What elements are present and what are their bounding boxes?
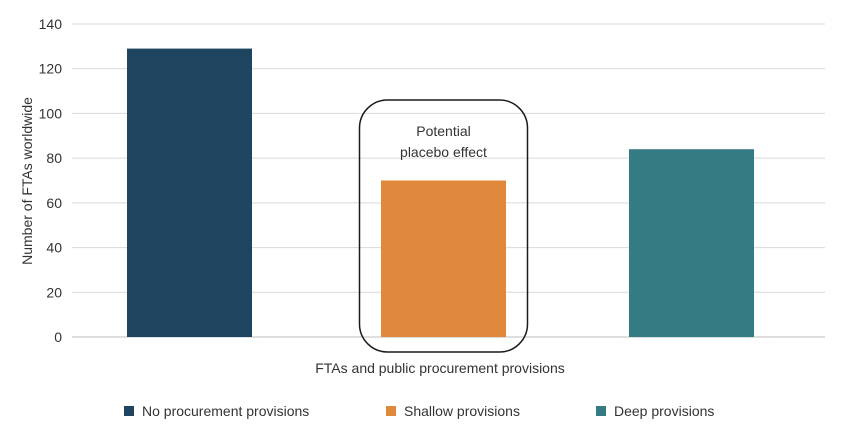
legend-swatch-shallow xyxy=(386,406,396,416)
y-tick-label: 80 xyxy=(46,150,62,166)
y-tick-labels: 0 20 40 60 80 100 120 140 xyxy=(39,16,63,345)
y-tick-label: 120 xyxy=(39,61,63,77)
legend-label-no-procurement: No procurement provisions xyxy=(142,403,310,419)
legend-item-shallow: Shallow provisions xyxy=(386,403,520,419)
legend-item-no-procurement: No procurement provisions xyxy=(124,403,309,419)
annotation-text-line-1: Potential xyxy=(416,123,470,139)
legend-swatch-deep xyxy=(596,406,606,416)
y-tick-label: 140 xyxy=(39,16,63,32)
annotation-box xyxy=(358,99,529,353)
bar-chart: 0 20 40 60 80 100 120 140 Potential placebo eff… xyxy=(19,16,825,376)
legend-label-deep: Deep provisions xyxy=(614,403,715,419)
y-tick-label: 60 xyxy=(46,195,62,211)
y-tick-label: 0 xyxy=(54,329,62,345)
y-tick-label: 20 xyxy=(46,284,62,300)
x-axis-title: FTAs and public procurement provisions xyxy=(315,360,565,376)
legend-swatch-no-procurement xyxy=(124,406,134,416)
annotation-text-line-2: placebo effect xyxy=(400,144,487,160)
y-axis-title: Number of FTAs worldwide xyxy=(19,97,35,265)
y-tick-label: 40 xyxy=(46,240,62,256)
legend: No procurement provisions Shallow provis… xyxy=(0,403,850,423)
bar xyxy=(381,180,506,337)
bars xyxy=(127,48,754,337)
legend-label-shallow: Shallow provisions xyxy=(404,403,520,419)
bar xyxy=(629,149,754,337)
legend-item-deep: Deep provisions xyxy=(596,403,714,419)
bar xyxy=(127,48,252,337)
y-tick-label: 100 xyxy=(39,105,63,121)
